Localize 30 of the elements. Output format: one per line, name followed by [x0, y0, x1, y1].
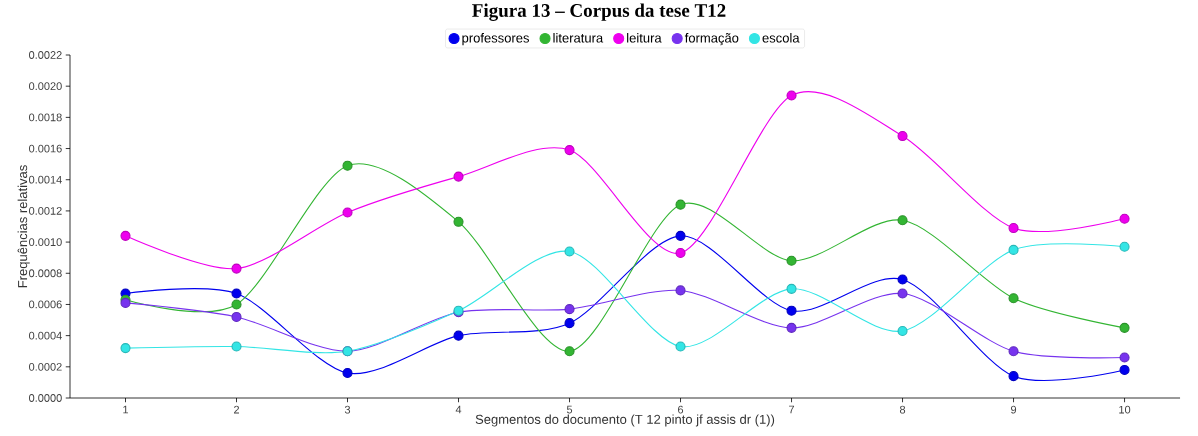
x-tick-label: 2 — [233, 405, 240, 414]
x-tick-label: 6 — [678, 405, 684, 414]
y-tick-label: 0.0014 — [29, 175, 62, 184]
y-tick-label: 0.0010 — [29, 238, 62, 246]
y-tick-label: 0.0004 — [29, 331, 62, 340]
x-tick-label: 3 — [344, 405, 351, 414]
legend-label: literatura — [553, 33, 604, 43]
legend-label: formação — [684, 33, 739, 46]
x-tick-label: 8 — [899, 405, 906, 414]
y-tick-label: 0.0022 — [29, 51, 62, 59]
y-axis-title: Frequências relativas — [17, 165, 30, 288]
y-tick-label: 0.0012 — [29, 207, 62, 215]
x-tick-label: 7 — [789, 405, 795, 414]
y-tick-label: 0.0002 — [29, 362, 62, 371]
x-axis-title: Segmentos do documento (T 12 pinto jf assis dr (1)) — [475, 414, 775, 427]
chart-title: Figura 13 – Corpus da tese T12 — [472, 3, 726, 21]
y-tick-label: 0.0006 — [29, 300, 62, 309]
x-tick-label: 4 — [455, 405, 462, 414]
legend-label: escola — [762, 33, 800, 43]
x-tick-label: 5 — [566, 405, 573, 414]
legend-label: professores — [462, 33, 530, 46]
x-tick-label: 1 — [123, 405, 129, 414]
x-tick-label: 9 — [1011, 405, 1017, 414]
y-tick-label: 0.0008 — [29, 269, 62, 278]
x-tick-label: 10 — [1119, 405, 1131, 414]
y-tick-label: 0.0020 — [29, 82, 62, 91]
y-tick-label: 0.0018 — [29, 113, 62, 122]
y-tick-label: 0.0016 — [29, 144, 62, 153]
y-tick-label: 0.0000 — [29, 394, 62, 402]
legend-label: leitura — [627, 33, 662, 43]
